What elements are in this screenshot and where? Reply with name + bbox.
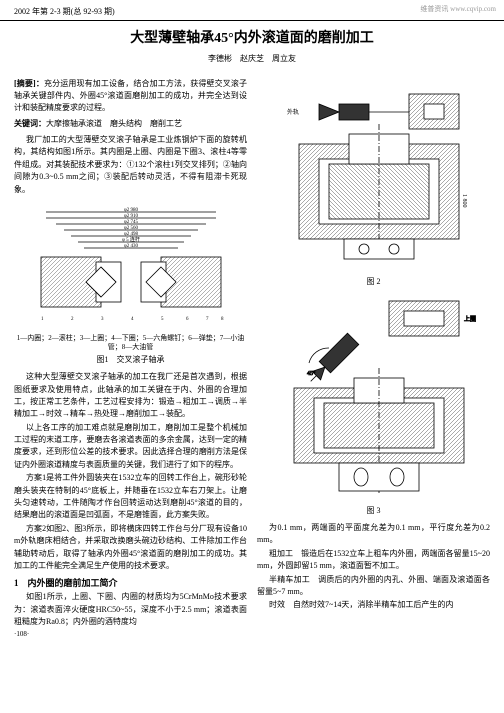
fig1-caption: 图1 交叉滚子轴承: [14, 354, 247, 365]
svg-text:φ2 745: φ2 745: [123, 220, 138, 225]
figure-3: 上圈 45° 图 3: [257, 293, 490, 516]
svg-text:45°: 45°: [307, 370, 316, 377]
paragraph: 时效 自然时效7~14天，消除半精车加工后产生的内: [257, 599, 490, 611]
fig1-legend: 1—内圈；2—滚柱；3—上圈；4—下圈；5—六角螺钉；6—弹垫；7—小油管；8—…: [14, 334, 247, 352]
svg-text:1: 1: [41, 317, 44, 322]
abstract-label: [摘要]：: [14, 79, 44, 88]
keywords-text: 大摩擦轴承滚道 磨头结构 磨削工艺: [46, 119, 182, 128]
paragraph: 如图1所示，上圈、下圈、内圈的材质均为5CrMnMo技术要求为：滚道表面淬火硬度…: [14, 591, 247, 628]
right-column: 外轨 1 800 图 2 上圈 45° 图 3 为0.1 mm，两端面的平面度允…: [257, 78, 490, 638]
svg-text:φ2 980: φ2 980: [123, 208, 138, 213]
paragraph: 以上各工序的加工难点就是磨削加工，磨削加工是整个机械加工过程的末道工序，要磨去各…: [14, 422, 247, 472]
svg-text:φ 5 连杆: φ 5 连杆: [122, 236, 140, 243]
keywords-label: 关键词：: [14, 119, 46, 128]
svg-text:外轨: 外轨: [287, 108, 299, 116]
fig3-caption: 图 3: [257, 505, 490, 516]
svg-text:φ2 910: φ2 910: [123, 214, 138, 219]
svg-text:5: 5: [161, 317, 164, 322]
two-column-body: [摘要]：充分运用现有加工设备，结合加工方法，获得壁交叉滚子轴承关键部件内、外圈…: [0, 70, 504, 646]
svg-text:2: 2: [71, 317, 74, 322]
figure-2: 外轨 1 800 图 2: [257, 84, 490, 287]
svg-text:上圈: 上圈: [464, 315, 476, 323]
watermark: 维普资讯 www.cqvip.com: [420, 4, 496, 14]
svg-text:φ2 498: φ2 498: [123, 232, 138, 237]
svg-text:4: 4: [131, 317, 134, 322]
paragraph: 我厂加工的大型薄壁交叉滚子轴承是工业炼钢炉下面的旋转机构，其结构如图1所示。其内…: [14, 134, 247, 196]
abstract: [摘要]：充分运用现有加工设备，结合加工方法，获得壁交叉滚子轴承关键部件内、外圈…: [14, 78, 247, 114]
paragraph: 这种大型薄壁交叉滚子轴承的加工在我厂还是首次遇到，根据图纸要求及使用特点，此轴承…: [14, 371, 247, 421]
svg-text:8: 8: [221, 317, 224, 322]
page-number: ·108·: [14, 630, 247, 638]
paragraph: 方案1是将工件外圆装夹在1532立车的回转工作台上，碗形砂轮磨头装夹在特制的45…: [14, 472, 247, 522]
authors: 李德彬 赵庆芝 周立友: [0, 53, 504, 64]
svg-text:7: 7: [206, 317, 209, 322]
paragraph: 方案2如图2、图3所示，即将横床四转工作台与分厂现有设备10 m外轨磨床相结合，…: [14, 523, 247, 573]
svg-text:φ2 430: φ2 430: [123, 244, 138, 249]
abstract-text: 充分运用现有加工设备，结合加工方法，获得壁交叉滚子轴承关键部件内、外圈45°滚道…: [14, 79, 247, 112]
fig2-caption: 图 2: [257, 276, 490, 287]
svg-text:φ2 560: φ2 560: [123, 226, 138, 231]
svg-text:1 800: 1 800: [461, 194, 467, 208]
paragraph: 粗加工 锻造后在1532立车上粗车内外圈，两端面各留量15~20 mm，外圆卸留…: [257, 548, 490, 573]
figure-1: φ2 980 φ2 910 φ2 745 φ2 560 φ2 498 φ 5 连…: [14, 202, 247, 365]
svg-text:3: 3: [101, 317, 104, 322]
svg-text:6: 6: [186, 317, 189, 322]
left-column: [摘要]：充分运用现有加工设备，结合加工方法，获得壁交叉滚子轴承关键部件内、外圈…: [14, 78, 247, 638]
paragraph: 半精车加工 调质后的内外圈的内孔、外圈、端面及滚道面各留量5~7 mm。: [257, 574, 490, 599]
section-heading: 1 内外圈的磨前加工简介: [14, 576, 247, 589]
keywords: 关键词：大摩擦轴承滚道 磨头结构 磨削工艺: [14, 118, 247, 130]
paragraph: 为0.1 mm，两端面的平面度允差为0.1 mm，平行度允差为0.2 mm。: [257, 522, 490, 547]
article-title: 大型薄壁轴承45°内外滚道面的磨削加工: [0, 27, 504, 47]
